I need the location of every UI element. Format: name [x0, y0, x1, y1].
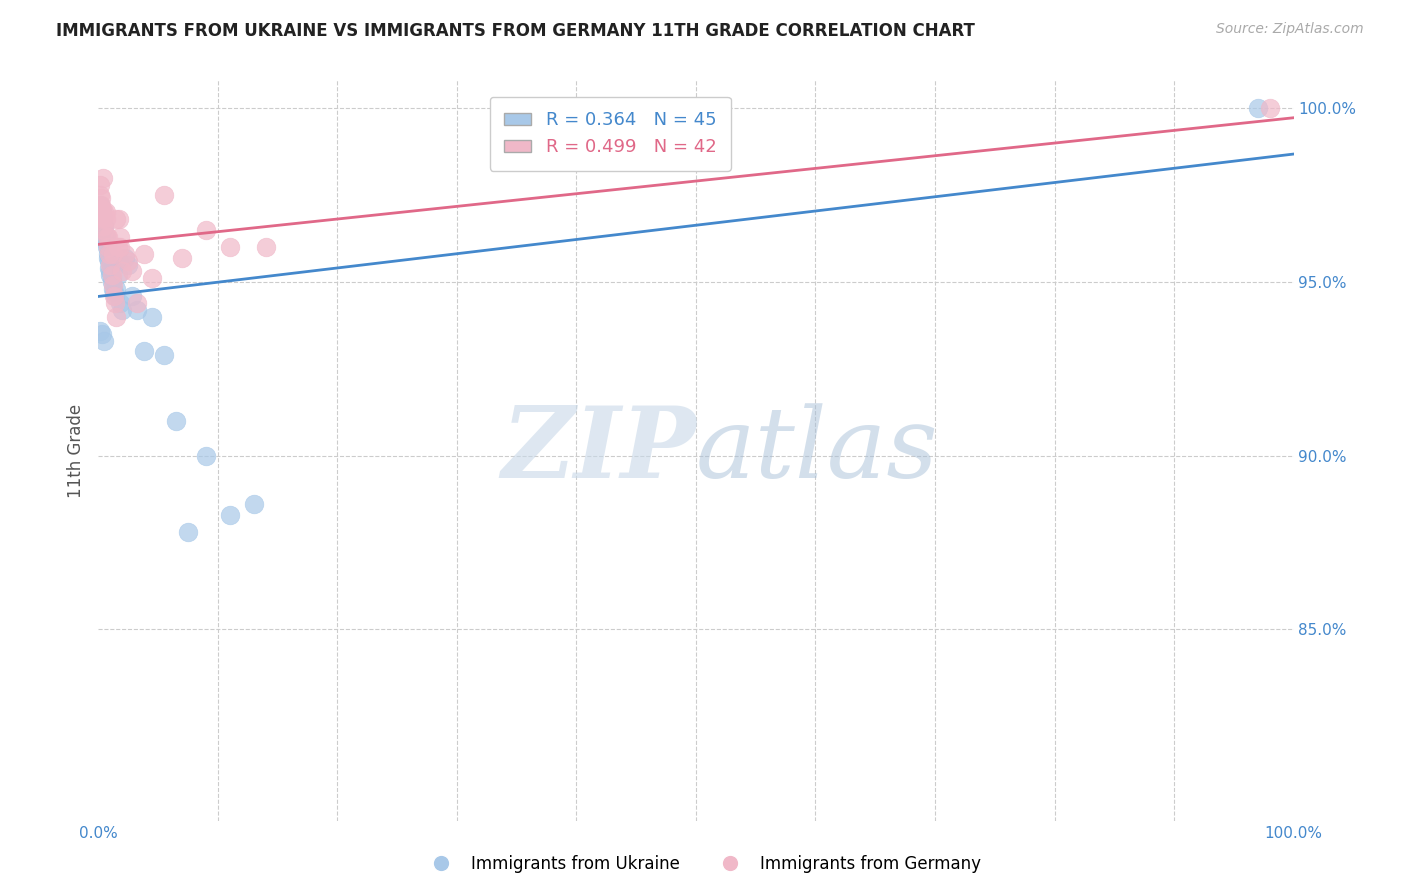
Point	[91, 170, 114, 185]
Legend: Immigrants from Ukraine, Immigrants from Germany: Immigrants from Ukraine, Immigrants from…	[418, 848, 988, 880]
Point	[195, 449, 218, 463]
Point	[91, 205, 114, 219]
Point	[91, 326, 114, 341]
Point	[111, 264, 134, 278]
Point	[172, 251, 194, 265]
Point	[153, 348, 176, 362]
Point	[98, 247, 121, 261]
Point	[90, 202, 112, 216]
Point	[98, 258, 122, 272]
Point	[117, 258, 139, 272]
Point	[104, 295, 127, 310]
Point	[132, 344, 155, 359]
Point	[89, 188, 111, 202]
Point	[103, 289, 125, 303]
Point	[101, 282, 124, 296]
Point	[1247, 101, 1270, 115]
Point	[121, 264, 143, 278]
Point	[98, 264, 122, 278]
Point	[91, 212, 114, 227]
Point	[141, 271, 163, 285]
Point	[103, 285, 125, 300]
Point	[117, 254, 139, 268]
Point	[100, 275, 122, 289]
Point	[254, 240, 277, 254]
Point	[94, 212, 117, 227]
Point	[101, 278, 124, 293]
Point	[108, 295, 131, 310]
Point	[91, 202, 114, 216]
Point	[98, 268, 122, 282]
Point	[93, 226, 115, 240]
Point	[107, 268, 129, 282]
Point	[165, 414, 187, 428]
Point	[107, 240, 129, 254]
Point	[93, 205, 115, 219]
Legend: R = 0.364   N = 45, R = 0.499   N = 42: R = 0.364 N = 45, R = 0.499 N = 42	[489, 96, 731, 170]
Point	[98, 254, 121, 268]
Point	[104, 289, 127, 303]
Point	[97, 240, 120, 254]
Point	[96, 240, 118, 254]
Point	[195, 223, 218, 237]
Point	[91, 209, 114, 223]
Point	[101, 247, 124, 261]
Text: atlas: atlas	[696, 403, 939, 498]
Y-axis label: 11th Grade: 11th Grade	[66, 403, 84, 498]
Point	[94, 205, 117, 219]
Point	[90, 198, 112, 212]
Point	[685, 119, 707, 133]
Point	[105, 282, 128, 296]
Point	[108, 240, 131, 254]
Point	[91, 209, 114, 223]
Point	[93, 223, 115, 237]
Point	[89, 198, 111, 212]
Point	[114, 247, 136, 261]
Point	[100, 271, 122, 285]
Point	[91, 219, 114, 234]
Point	[153, 188, 176, 202]
Point	[243, 497, 266, 511]
Point	[108, 229, 131, 244]
Point	[94, 229, 117, 244]
Point	[89, 178, 111, 192]
Point	[125, 295, 148, 310]
Point	[121, 289, 143, 303]
Point	[105, 310, 128, 324]
Point	[125, 302, 148, 317]
Point	[93, 219, 115, 234]
Point	[98, 260, 121, 275]
Point	[91, 212, 114, 227]
Point	[107, 254, 129, 268]
Point	[97, 229, 120, 244]
Point	[219, 508, 242, 522]
Point	[97, 251, 120, 265]
Text: Source: ZipAtlas.com: Source: ZipAtlas.com	[1216, 22, 1364, 37]
Point	[91, 216, 114, 230]
Point	[97, 247, 120, 261]
Point	[96, 229, 118, 244]
Point	[90, 191, 112, 205]
Point	[177, 525, 200, 540]
Point	[94, 233, 117, 247]
Point	[114, 251, 136, 265]
Point	[141, 310, 163, 324]
Point	[219, 240, 242, 254]
Point	[105, 212, 128, 227]
Text: ZIP: ZIP	[501, 402, 696, 499]
Point	[96, 236, 118, 251]
Point	[107, 212, 129, 227]
Point	[1258, 101, 1281, 115]
Point	[100, 268, 122, 282]
Point	[93, 334, 115, 348]
Point	[132, 247, 155, 261]
Point	[111, 302, 134, 317]
Point	[89, 324, 111, 338]
Text: IMMIGRANTS FROM UKRAINE VS IMMIGRANTS FROM GERMANY 11TH GRADE CORRELATION CHART: IMMIGRANTS FROM UKRAINE VS IMMIGRANTS FR…	[56, 22, 976, 40]
